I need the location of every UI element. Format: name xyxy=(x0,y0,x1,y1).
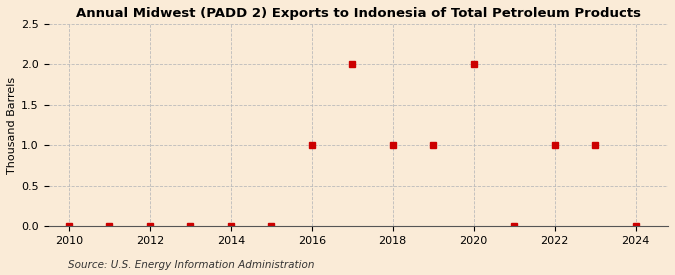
Y-axis label: Thousand Barrels: Thousand Barrels xyxy=(7,76,17,174)
Title: Annual Midwest (PADD 2) Exports to Indonesia of Total Petroleum Products: Annual Midwest (PADD 2) Exports to Indon… xyxy=(76,7,641,20)
Text: Source: U.S. Energy Information Administration: Source: U.S. Energy Information Administ… xyxy=(68,260,314,270)
